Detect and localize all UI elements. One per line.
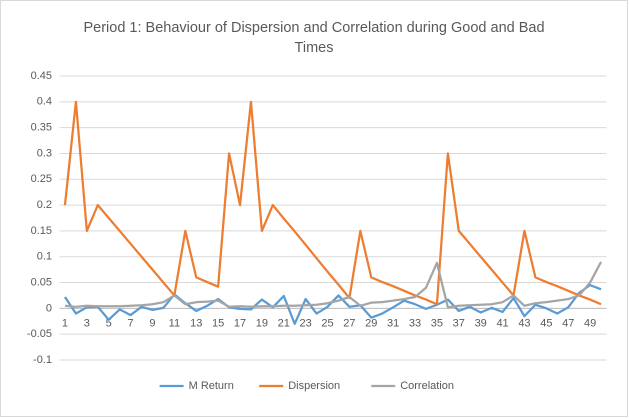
- x-tick-label: 13: [190, 317, 202, 329]
- line-series: [64, 261, 603, 309]
- x-tick-label: 41: [496, 317, 508, 329]
- y-tick-label: 0.3: [37, 147, 52, 159]
- y-tick-label: 0.1: [37, 251, 52, 263]
- x-tick-label: 23: [300, 317, 312, 329]
- x-tick-label: 47: [562, 317, 574, 329]
- x-tick-label: 35: [431, 317, 443, 329]
- x-tick-label: 49: [584, 317, 596, 329]
- y-tick-label: 0.2: [37, 199, 52, 211]
- line-series: [63, 100, 602, 306]
- y-tick-label: 0.05: [31, 276, 52, 288]
- x-tick-label: 9: [149, 317, 155, 329]
- legend-label: Correlation: [400, 380, 454, 392]
- y-tick-label: 0.45: [31, 70, 52, 82]
- x-tick-label: 5: [106, 317, 112, 329]
- x-tick-label: 19: [256, 317, 268, 329]
- x-tick-label: 1: [62, 317, 68, 329]
- x-tick-label: 33: [409, 317, 421, 329]
- x-tick-label: 7: [128, 317, 134, 329]
- legend-label: M Return: [189, 380, 234, 392]
- x-tick-label: 11: [169, 317, 180, 329]
- x-tick-label: 15: [212, 317, 224, 329]
- x-tick-label: 27: [343, 317, 355, 329]
- y-tick-label: 0.35: [31, 122, 52, 134]
- y-tick-label: 0.25: [31, 173, 52, 185]
- x-tick-label: 45: [540, 317, 552, 329]
- x-tick-label: 3: [84, 317, 90, 329]
- y-tick-label: -0.1: [33, 354, 52, 366]
- y-tick-label: 0.15: [31, 225, 52, 237]
- y-tick-label: -0.05: [27, 328, 52, 340]
- x-tick-label: 25: [321, 317, 333, 329]
- chart-title: Period 1: Behaviour of Dispersion and Co…: [83, 20, 545, 56]
- x-tick-label: 43: [518, 317, 530, 329]
- x-tick-label: 31: [387, 317, 399, 329]
- y-tick-label: 0: [46, 302, 52, 314]
- x-tick-label: 39: [475, 317, 487, 329]
- y-tick-label: 0.4: [37, 96, 52, 108]
- x-tick-label: 17: [234, 317, 246, 329]
- x-tick-label: 29: [365, 317, 377, 329]
- legend-label: Dispersion: [288, 380, 340, 392]
- x-tick-label: 37: [453, 317, 465, 329]
- x-tick-label: 21: [278, 317, 290, 329]
